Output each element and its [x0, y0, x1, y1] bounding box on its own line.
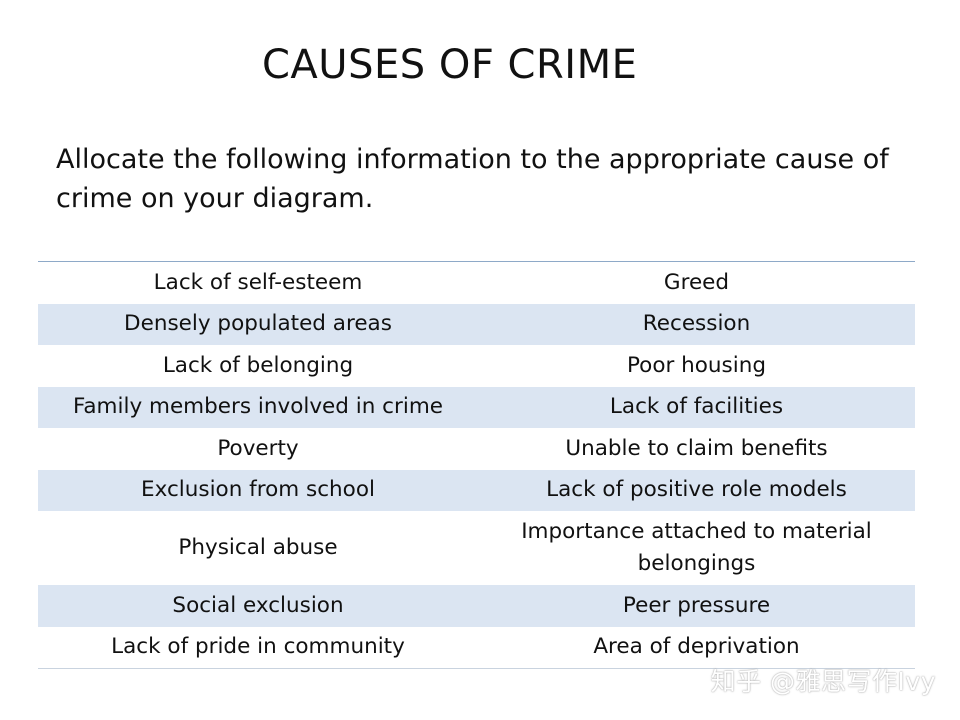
table-cell-right: Recession [642, 311, 751, 337]
table-cell-right: Lack of positive role models [546, 477, 847, 503]
table-row: Poverty Unable to claim benefits [38, 428, 915, 470]
table-cell-right: Lack of facilities [609, 394, 784, 420]
table-row: Exclusion from school Lack of positive ro… [38, 469, 915, 511]
table-cell-left: Lack of pride in community [111, 634, 405, 660]
table-cell-right: Peer pressure [622, 592, 771, 618]
table-cell-right: Greed [663, 269, 730, 295]
page-title: CAUSES OF CRIME [262, 42, 638, 88]
causes-table: Lack of self-esteem Greed Densely populate… [38, 261, 915, 669]
watermark: 知乎 @雅思写作Ivy [710, 667, 936, 696]
table-cell-left: Lack of self-esteem [153, 269, 363, 295]
table-cell-left: Lack of belonging [162, 352, 354, 378]
table-row: Social exclusion Peer pressure [38, 585, 915, 627]
table-cell-left: Social exclusion [172, 592, 344, 618]
table-cell-left: Family members involved in crime [72, 394, 443, 420]
table-row: Lack of self-esteem Greed [38, 262, 915, 304]
table-cell-left: Physical abuse [178, 535, 338, 560]
table-row: Physical abuse Importance attached to mat… [38, 511, 915, 585]
table-cell-right: Area of deprivation [593, 634, 800, 660]
table-row: Family members involved in crime Lack of … [38, 386, 915, 428]
table-cell-right: Importance attached to material belongin… [521, 519, 872, 576]
table-cell-left: Densely populated areas [124, 311, 392, 337]
table-row: Densely populated areas Recession [38, 303, 915, 345]
table-row: Lack of pride in community Area of depriv… [38, 627, 915, 669]
table-cell-left: Poverty [217, 435, 299, 461]
table-cell-left: Exclusion from school [141, 477, 375, 503]
table-row: Lack of belonging Poor housing [38, 345, 915, 387]
table-cell-right: Poor housing [626, 352, 767, 378]
table-cell-right: Unable to claim benefits [565, 435, 828, 461]
instruction-text: Allocate the following information to th… [56, 144, 889, 214]
